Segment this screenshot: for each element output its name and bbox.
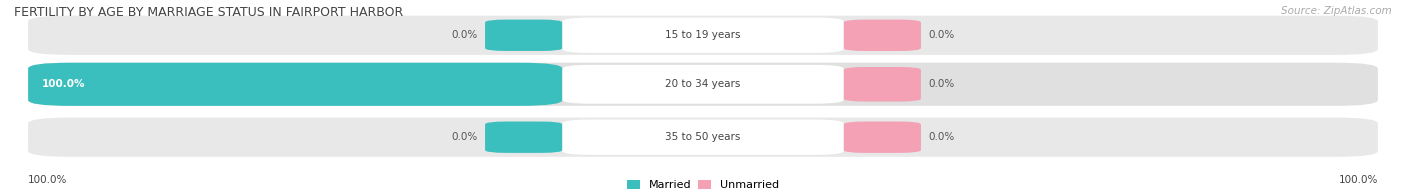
- FancyBboxPatch shape: [844, 20, 921, 51]
- FancyBboxPatch shape: [562, 18, 844, 53]
- Text: 100.0%: 100.0%: [1339, 175, 1378, 185]
- FancyBboxPatch shape: [485, 122, 562, 153]
- Text: 20 to 34 years: 20 to 34 years: [665, 79, 741, 89]
- Text: 0.0%: 0.0%: [928, 79, 955, 89]
- FancyBboxPatch shape: [562, 65, 844, 104]
- FancyBboxPatch shape: [28, 63, 1378, 106]
- FancyBboxPatch shape: [28, 118, 1378, 157]
- FancyBboxPatch shape: [844, 67, 921, 102]
- Text: Source: ZipAtlas.com: Source: ZipAtlas.com: [1281, 6, 1392, 16]
- Legend: Married, Unmarried: Married, Unmarried: [627, 180, 779, 191]
- FancyBboxPatch shape: [28, 63, 562, 106]
- Text: 0.0%: 0.0%: [928, 132, 955, 142]
- Text: FERTILITY BY AGE BY MARRIAGE STATUS IN FAIRPORT HARBOR: FERTILITY BY AGE BY MARRIAGE STATUS IN F…: [14, 6, 404, 19]
- FancyBboxPatch shape: [844, 122, 921, 153]
- Text: 35 to 50 years: 35 to 50 years: [665, 132, 741, 142]
- Text: 0.0%: 0.0%: [451, 30, 478, 40]
- FancyBboxPatch shape: [28, 16, 1378, 55]
- FancyBboxPatch shape: [562, 120, 844, 155]
- Text: 0.0%: 0.0%: [928, 30, 955, 40]
- Text: 100.0%: 100.0%: [28, 175, 67, 185]
- Text: 0.0%: 0.0%: [451, 132, 478, 142]
- Text: 15 to 19 years: 15 to 19 years: [665, 30, 741, 40]
- FancyBboxPatch shape: [485, 20, 562, 51]
- Text: 100.0%: 100.0%: [42, 79, 86, 89]
